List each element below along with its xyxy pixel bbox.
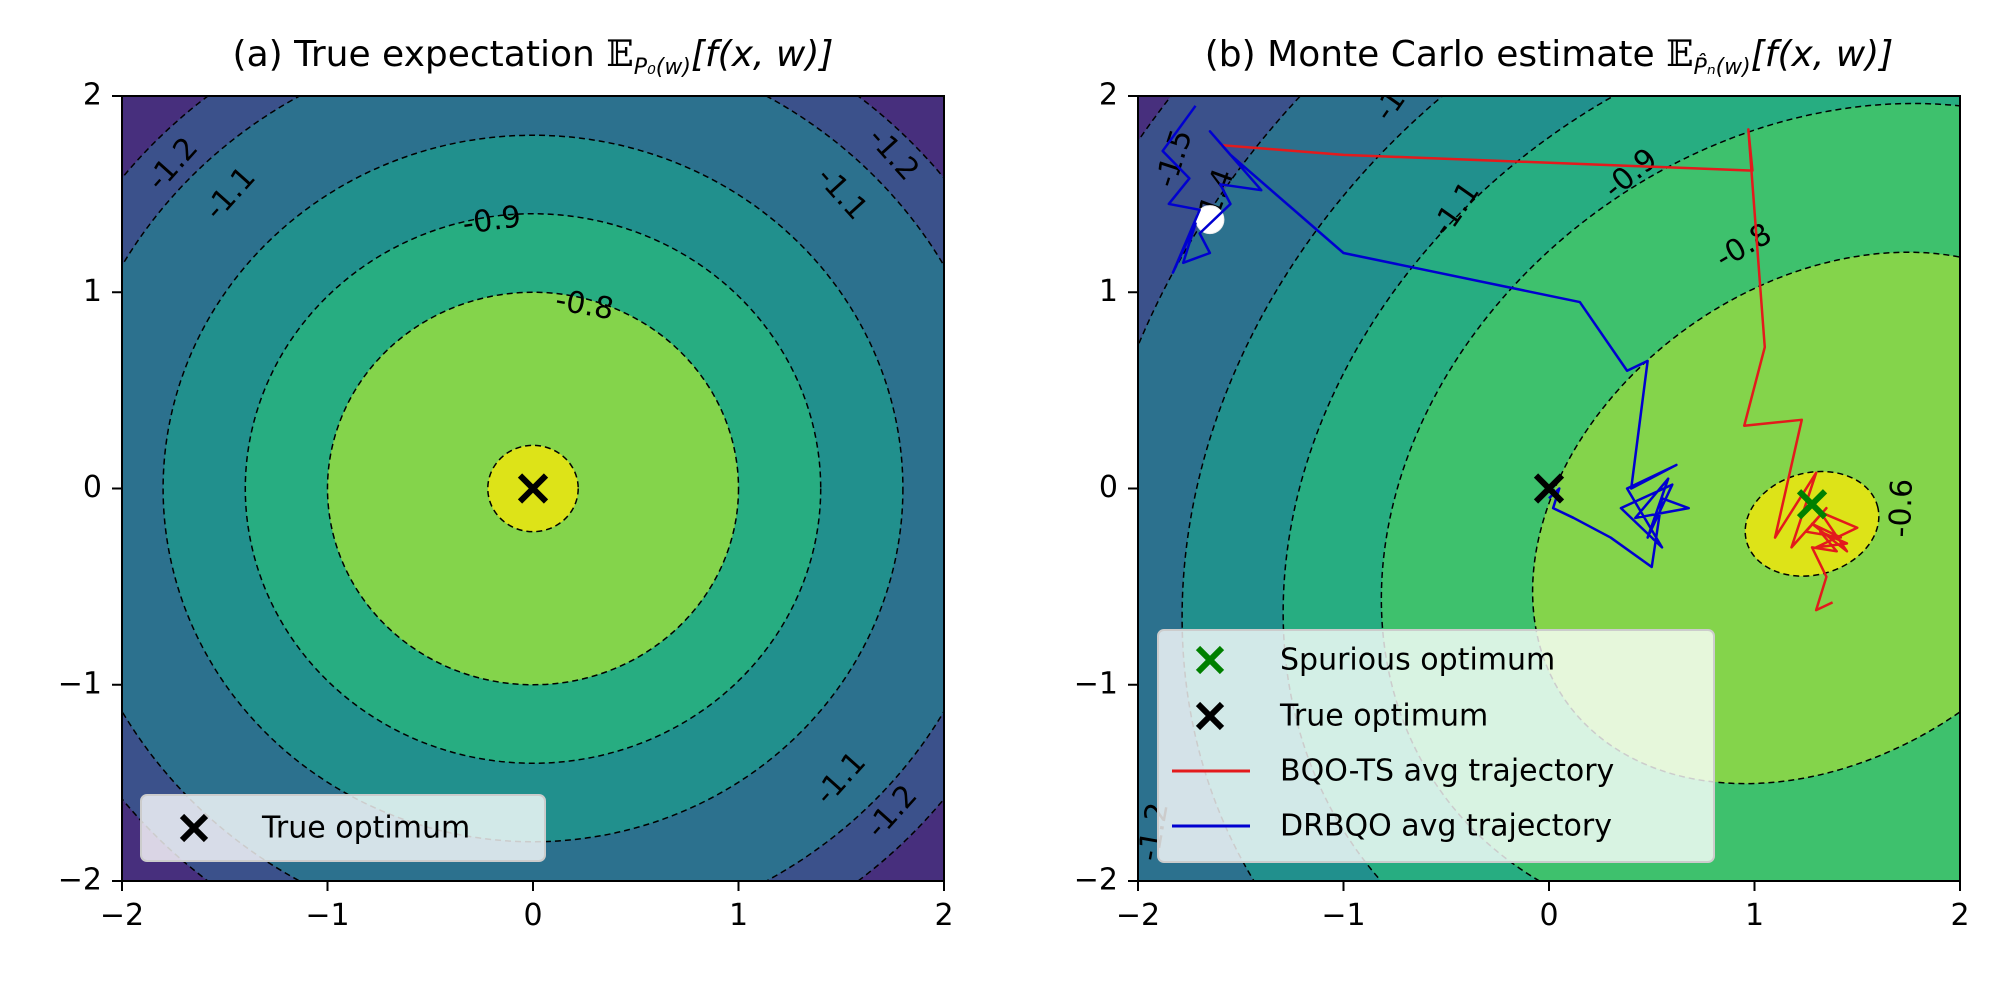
contour-line bbox=[244, 213, 822, 764]
marker-x-stroke bbox=[1195, 701, 1225, 731]
markers-b bbox=[1533, 473, 1828, 520]
x-tick-label: 2 bbox=[1950, 898, 1969, 933]
trajectories-b bbox=[1161, 105, 1859, 612]
y-tick-label: 2 bbox=[83, 78, 102, 113]
panel-a: -0.8-0.9-1.1-1.2 -1.1-1.2-1.1-1.2 −2−2−1−… bbox=[58, 34, 954, 934]
x-tick-label: −1 bbox=[305, 898, 349, 933]
y-tick-label: 1 bbox=[83, 274, 102, 309]
legend-label: True optimum bbox=[261, 811, 470, 846]
contour-line bbox=[1282, 96, 1960, 881]
contour-label: -0.6 bbox=[1883, 478, 1920, 538]
legend-true-optimum-icon bbox=[179, 813, 209, 843]
x-tick-label: −2 bbox=[100, 898, 144, 933]
marker-x-stroke bbox=[1533, 473, 1565, 504]
y-tick-label: 2 bbox=[1099, 78, 1118, 113]
marker-x-stroke bbox=[179, 813, 209, 843]
ticks-a: −2−2 −1 −1 0 0 1 1 2 2 bbox=[58, 78, 954, 934]
x-tick-label: −1 bbox=[1321, 898, 1365, 933]
contour-line bbox=[487, 444, 579, 533]
x-tick-label: 1 bbox=[729, 898, 748, 933]
y-tick-label: 0 bbox=[1099, 470, 1118, 505]
bqo-ts-avg-trajectory-line bbox=[1220, 128, 1859, 612]
legend-box bbox=[140, 794, 546, 862]
legend-true-optimum-icon bbox=[1195, 701, 1225, 731]
y-tick-label: 1 bbox=[1099, 274, 1118, 309]
title-b: (b) Monte Carlo estimate 𝔼P̂ₙ(w)[f(x, w)… bbox=[1205, 34, 1894, 80]
y-tick-label: −2 bbox=[1074, 863, 1118, 898]
contour-label: -0.9 bbox=[460, 199, 523, 242]
spurious-optimum-marker bbox=[1796, 489, 1828, 520]
legend-spurious-optimum-icon bbox=[1195, 645, 1225, 675]
title-a: (a) True expectation 𝔼P₀(w)[f(x, w)] bbox=[233, 34, 834, 80]
legend-b: Spurious optimum True optimum BQO-TS avg t… bbox=[1157, 629, 1715, 863]
x-tick-label: 2 bbox=[934, 898, 953, 933]
contour-lines-a bbox=[122, 96, 944, 881]
contour-line bbox=[162, 134, 904, 843]
drbqo-avg-trajectory-line bbox=[1161, 105, 1690, 569]
y-tick-label: −1 bbox=[58, 666, 102, 701]
legend-box bbox=[1157, 629, 1715, 863]
marker-x-stroke bbox=[517, 473, 549, 504]
legend-label: True optimum bbox=[1279, 699, 1488, 734]
panel-b: -0.6-0.8-0.9-1.1-1.4-1.5-1-1.2 −2−2−1−10… bbox=[1074, 34, 1970, 934]
true-optimum-marker bbox=[1533, 473, 1565, 504]
true-optimum-marker bbox=[517, 473, 549, 504]
contour-line bbox=[1380, 102, 1960, 881]
x-tick-label: 0 bbox=[1539, 898, 1558, 933]
ticks-b: −2−2 −1 −1 0 0 1 1 2 2 bbox=[1074, 78, 1970, 934]
x-tick-label: −2 bbox=[1116, 898, 1160, 933]
marker-x-stroke bbox=[1195, 645, 1225, 675]
y-tick-label: 0 bbox=[83, 470, 102, 505]
y-tick-label: −2 bbox=[58, 863, 102, 898]
x-tick-label: 1 bbox=[1745, 898, 1764, 933]
x-tick-label: 0 bbox=[523, 898, 542, 933]
legend-label: DRBQO avg trajectory bbox=[1280, 809, 1612, 844]
legend-a: True optimum bbox=[140, 794, 546, 862]
markers-a bbox=[517, 473, 549, 504]
legend-label: BQO-TS avg trajectory bbox=[1280, 754, 1614, 789]
y-tick-label: −1 bbox=[1074, 666, 1118, 701]
contour-line bbox=[326, 291, 740, 686]
legend-label: Spurious optimum bbox=[1280, 643, 1555, 678]
marker-x-stroke bbox=[1796, 489, 1828, 520]
